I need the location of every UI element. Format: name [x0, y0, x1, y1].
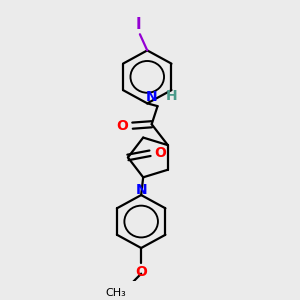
Text: N: N [136, 183, 148, 197]
Text: N: N [146, 90, 158, 104]
Text: I: I [136, 17, 141, 32]
Text: O: O [155, 146, 167, 160]
Text: O: O [135, 265, 147, 279]
Text: O: O [116, 118, 128, 133]
Text: H: H [166, 89, 177, 103]
Text: CH₃: CH₃ [105, 288, 126, 298]
